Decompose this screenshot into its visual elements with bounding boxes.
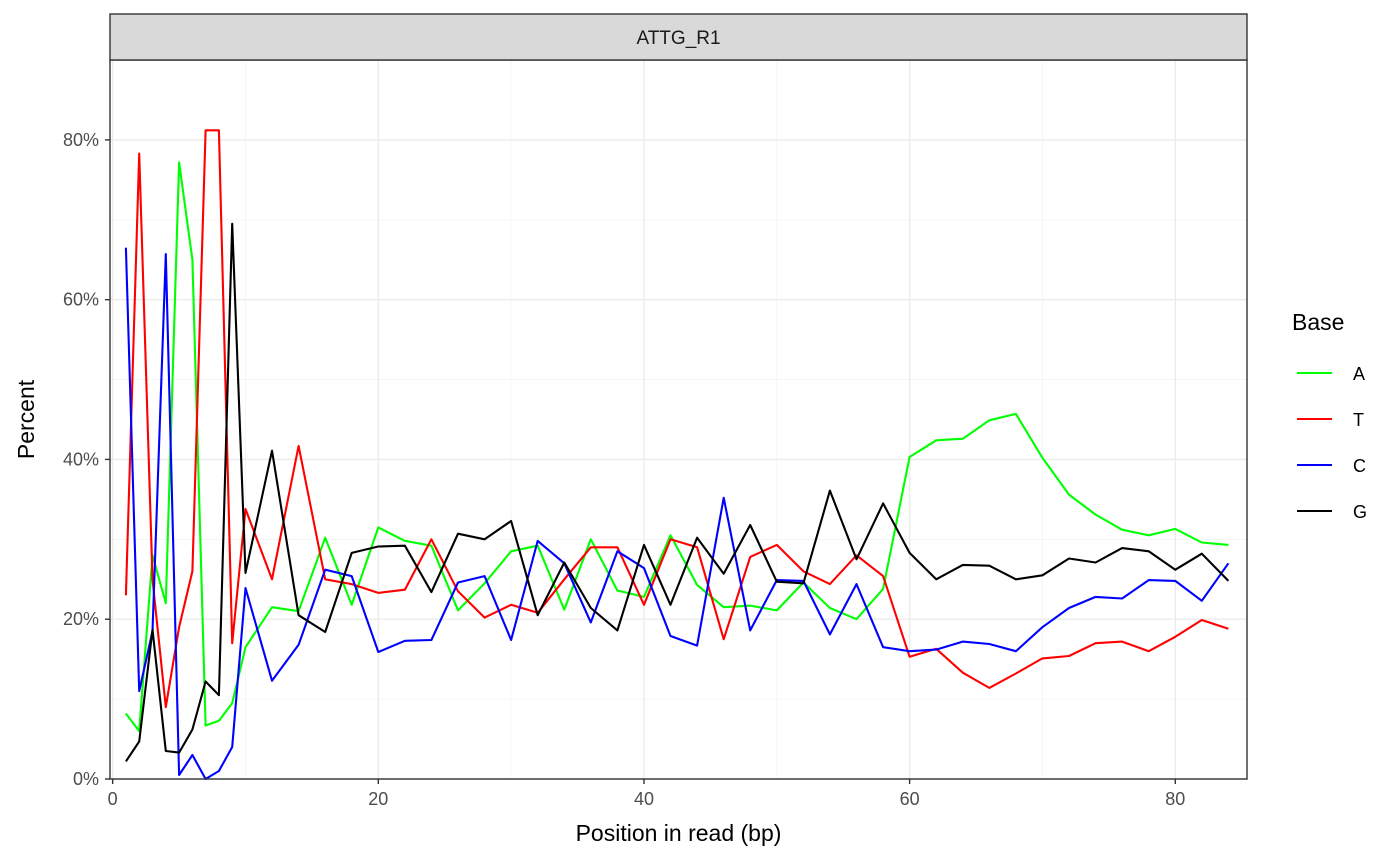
y-axis-title: Percent <box>13 379 39 459</box>
x-tick-label: 80 <box>1165 789 1185 809</box>
series-line-G <box>125 222 1230 762</box>
series-lines <box>124 129 1230 781</box>
x-axis: 0 20 40 60 80 <box>108 779 1185 809</box>
legend-label-C: C <box>1353 456 1366 476</box>
legend-label-G: G <box>1353 502 1367 522</box>
legend-label-T: T <box>1353 410 1364 430</box>
x-axis-title: Position in read (bp) <box>576 820 782 846</box>
legend-label-A: A <box>1353 364 1365 384</box>
x-tick-label: 40 <box>634 789 654 809</box>
series-line-C <box>124 247 1230 781</box>
y-tick-label: 80% <box>63 130 99 150</box>
y-tick-label: 0% <box>73 769 99 789</box>
legend-title: Base <box>1292 309 1344 335</box>
facet-label: ATTG_R1 <box>636 28 720 49</box>
series-line-A <box>125 161 1229 733</box>
panel-background <box>110 60 1247 779</box>
series-line-T <box>124 129 1229 709</box>
facet-strip: ATTG_R1 <box>109 13 1248 61</box>
x-tick-label: 60 <box>900 789 920 809</box>
minor-gridlines <box>110 60 1247 779</box>
facet-strip-background <box>109 13 1248 61</box>
y-tick-label: 20% <box>63 609 99 629</box>
plot-panel <box>110 60 1247 779</box>
x-tick-label: 20 <box>368 789 388 809</box>
y-tick-label: 40% <box>63 449 99 469</box>
y-tick-label: 60% <box>63 290 99 310</box>
x-tick-label: 0 <box>108 789 118 809</box>
legend: Base A T C G <box>1292 309 1367 522</box>
y-axis: 0% 20% 40% 60% 80% <box>63 130 110 789</box>
